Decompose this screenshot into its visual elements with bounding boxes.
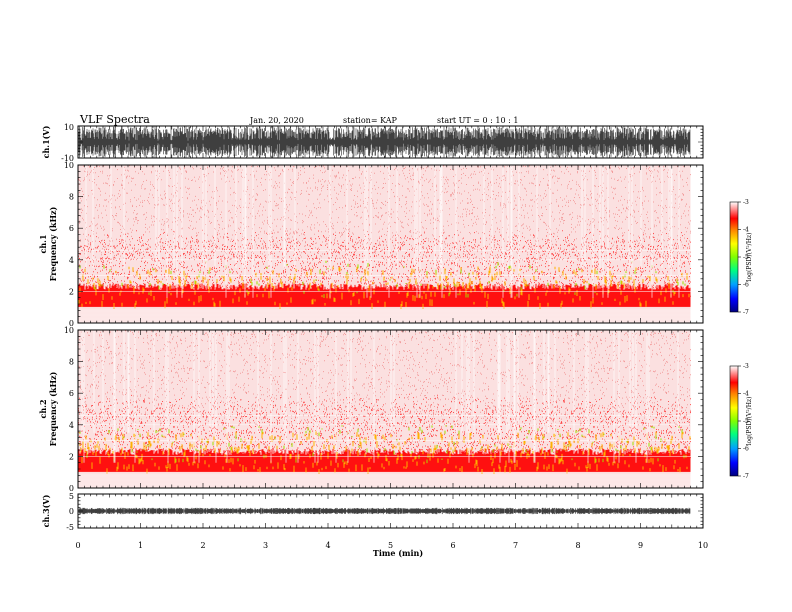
ch2-colorbar-label: log(PSD)(V²/Hz) [746,397,753,446]
ch2-spectrogram-ylabel-channel: ch.2 [38,399,48,418]
ch2-colorbar-ticks: -3 -4 -5 -6 -7 [738,363,749,480]
ch1-spectrogram-ticks [77,164,704,324]
ytick-label: 2 [69,452,74,461]
ch1-spectrogram-ylabel-frequency: Frequency (kHz) [48,206,58,281]
xtick-label: 7 [513,541,518,550]
colorbar-tick-label: -6 [743,446,749,453]
ytick-label: 0 [69,484,74,493]
ch1-colorbar-label: log(PSD)(V²/Hz) [746,233,753,282]
time-axis-label: Time (min) [373,548,423,558]
colorbar-tick-label: -3 [743,363,749,370]
x-minor-ticks [77,165,704,323]
xtick-label: 5 [388,541,393,550]
ch1-ytick-top: 10 [64,123,74,132]
xtick-label: 6 [450,541,455,550]
ch3-waveform-panel: 5 0 -5 ch.3(V) 0 1 2 3 4 5 6 7 8 9 10 Time (min) [41,492,708,558]
ch2-colorbar [729,365,739,477]
ytick-label: 8 [69,193,74,202]
colorbar-tick-label: -4 [743,227,749,234]
ytick-label: 2 [69,287,74,296]
ytick-label: 4 [69,421,74,430]
ch3-waveform-line [78,507,691,515]
xtick-label: 8 [575,541,580,550]
ch1-ytick-bottom: -10 [61,154,74,163]
ch2-spectrogram-image [77,330,691,488]
ch1-spectrogram-ylabel-channel: ch.1 [38,234,48,253]
xtick-label: 10 [698,541,708,550]
ch1-spectrogram-ytick-labels: 0 2 4 6 8 10 [64,161,74,328]
ch3-waveform-trace [78,507,691,515]
xtick-label: 1 [138,541,143,550]
colorbar-tick-label: -5 [743,418,749,425]
ch1-waveform-line [78,126,691,158]
colorbar-tick-label: -4 [743,391,749,398]
ch2-spectrogram-ticks [77,329,704,489]
x-minor-ticks [77,126,704,158]
colorbar-tick-label: -3 [743,199,749,206]
ytick-label: 6 [69,224,74,233]
ch1-colorbar [729,201,739,313]
xtick-label: 3 [263,541,268,550]
y-ticks [78,164,703,324]
ch3-ytick-bottom: -5 [66,523,74,532]
xtick-label: 2 [200,541,205,550]
ytick-label: 10 [64,326,74,335]
colorbar-tick-label: -7 [743,309,749,316]
ch1-spectrogram-pixels [77,165,691,323]
ch1-waveform-ticks [77,125,704,159]
figure-title: VLF Spectra [79,113,150,126]
ch1-spectrogram-image [77,165,691,323]
ch2-spectrogram-ylabel-frequency: Frequency (kHz) [48,371,58,446]
ch3-ytick-top: 5 [69,492,74,501]
x-minor-ticks [77,494,704,528]
ch2-spectrogram-pixels [77,330,691,488]
time-axis-tick-labels: 0 1 2 3 4 5 6 7 8 9 10 [75,541,708,550]
ch1-waveform-trace [78,126,691,158]
y-ticks [78,329,703,489]
x-minor-ticks [77,330,704,488]
ytick-label: 0 [69,319,74,328]
ch3-waveform-ticks [77,493,704,529]
xtick-label: 9 [638,541,643,550]
ch3-ytick-middle: 0 [69,507,74,516]
ch1-waveform-panel: 10 -10 ch.1(V) [41,123,704,163]
xtick-label: 4 [325,541,330,550]
ch2-spectrogram-ytick-labels: 0 2 4 6 8 10 [64,326,74,493]
ch1-waveform-ylabel: ch.1(V) [41,125,51,158]
ytick-label: 8 [69,358,74,367]
ytick-label: 10 [64,161,74,170]
colorbar-tick-label: -7 [743,473,749,480]
start-ut-label: start UT = 0 : 10 : 1 [437,116,518,125]
station-label: station= KAP [343,116,398,125]
ch3-waveform-ylabel: ch.3(V) [41,494,51,527]
y-ticks [78,125,703,159]
xtick-label: 0 [75,541,80,550]
ytick-label: 4 [69,256,74,265]
ch1-colorbar-ticks: -3 -4 -5 -6 -7 [738,199,749,316]
ytick-label: 6 [69,389,74,398]
y-ticks [78,493,703,529]
colorbar-tick-label: -6 [743,282,749,289]
date-label: Jan. 20, 2020 [249,116,304,125]
colorbar-tick-label: -5 [743,254,749,261]
